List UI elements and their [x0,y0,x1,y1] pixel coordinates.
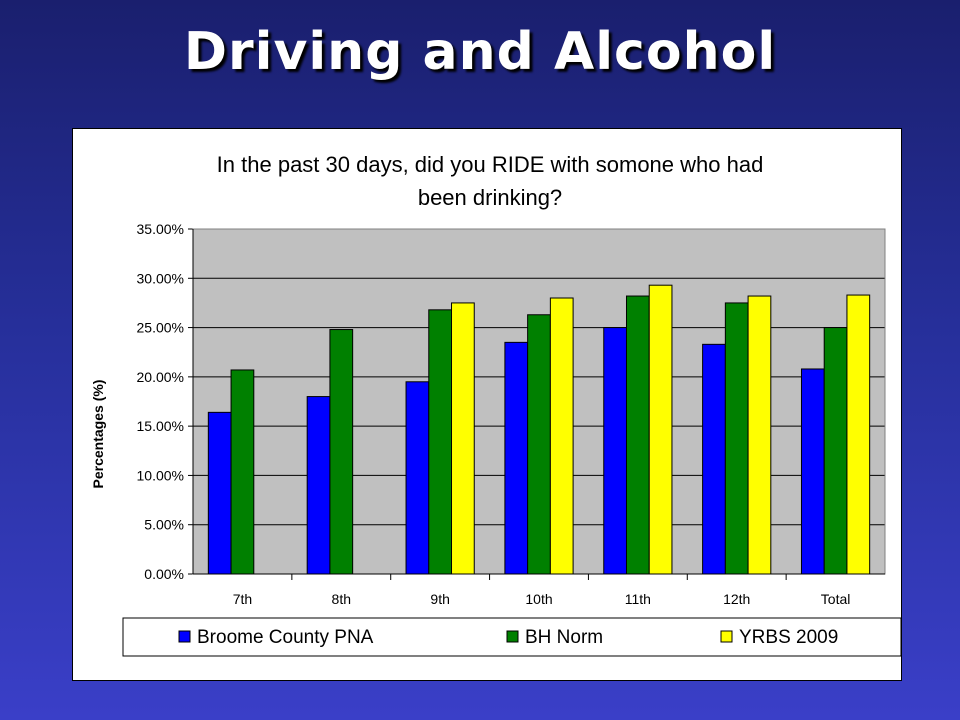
x-tick-label: 8th [332,591,351,607]
bar-broome-county-pna-8th [306,396,331,575]
bar-broome-county-pna-12th [702,343,726,575]
bar-bh-norm-8th [329,329,354,575]
legend: Broome County PNA BH Norm YRBS 2009 [122,617,902,657]
bar-bh-norm-12th [724,302,749,575]
bar-bh-norm-total [823,327,848,575]
chart-panel: In the past 30 days, did you RIDE with s… [72,128,902,681]
bar-bh-norm-7th [230,369,255,575]
bar-broome-county-pna-11th [603,327,627,575]
plot-area: 0.00% 5.00% 10.00% 15.00% 20.00% 25.00% 30.00%… [137,221,886,607]
legend-label: YRBS 2009 [739,627,838,648]
y-tick-label: 10.00% [137,467,184,483]
bar-bh-norm-10th [527,314,551,575]
x-tick-label: 10th [525,591,552,607]
legend-label: Broome County PNA [197,627,374,648]
y-tick-label: 35.00% [137,221,184,237]
y-tick-label: 0.00% [144,566,184,582]
bar-yrbs-2009-12th [747,295,772,575]
slide-title: Driving and Alcohol [183,22,777,82]
legend-swatch [178,630,191,643]
bar-yrbs-2009-total [846,294,871,575]
x-tick-label: 12th [723,591,750,607]
y-axis-title: Percentages (%) [90,380,106,489]
y-tick-label: 30.00% [137,270,184,286]
bar-bh-norm-11th [625,295,650,575]
y-tick-label: 20.00% [137,369,184,385]
bar-chart: In the past 30 days, did you RIDE with s… [90,152,902,657]
y-tick-label: 25.00% [137,320,184,336]
bar-broome-county-pna-7th [207,411,232,575]
bar-broome-county-pna-total [800,368,825,575]
x-tick-label: Total [821,591,851,607]
bar-broome-county-pna-10th [504,341,529,575]
y-tick-label: 15.00% [137,418,184,434]
x-tick-label: 11th [625,591,651,607]
chart-title-line-2: been drinking? [418,185,562,210]
chart-title-line-1: In the past 30 days, did you RIDE with s… [217,152,764,177]
bar-yrbs-2009-11th [648,284,673,575]
x-tick-label: 7th [233,591,252,607]
legend-label: BH Norm [525,627,603,648]
x-tick-label: 9th [430,591,449,607]
legend-swatch [506,630,519,643]
bar-bh-norm-9th [428,309,453,575]
legend-swatch [720,630,733,643]
y-tick-label: 5.00% [144,517,184,533]
bar-yrbs-2009-10th [549,297,574,575]
bar-broome-county-pna-9th [405,381,430,575]
bar-yrbs-2009-9th [451,302,475,575]
